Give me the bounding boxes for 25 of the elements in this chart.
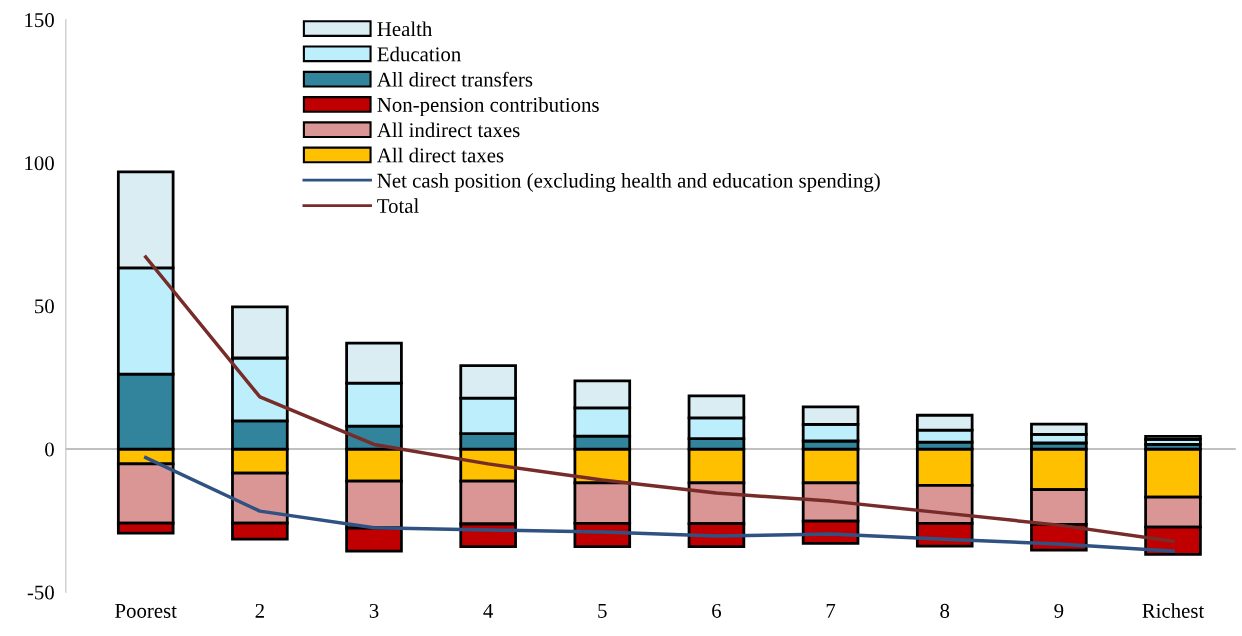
legend-label: Health — [377, 21, 433, 37]
y-tick-label: 50 — [35, 299, 54, 314]
x-tick-label: 7 — [826, 604, 836, 618]
legend-label: Non-pension contributions — [377, 97, 599, 117]
x-tick-label: 9 — [1054, 603, 1064, 618]
legend-label: Net cash position (excluding health and education spending) — [377, 173, 880, 192]
line-series — [143, 255, 1175, 543]
x-tick-label: 6 — [712, 603, 722, 618]
line-series — [143, 455, 1175, 553]
y-tick-label: 100 — [25, 156, 54, 171]
legend-label: All indirect taxes — [377, 122, 520, 138]
x-tick-label: 8 — [940, 603, 950, 618]
x-tick-label: 2 — [255, 603, 264, 618]
legend-label: Total — [377, 198, 419, 214]
y-tick-label: 150 — [25, 13, 54, 28]
x-tick-label: Poorest — [115, 604, 177, 618]
x-tick-label: 3 — [369, 603, 379, 618]
x-tick-label: 4 — [483, 603, 494, 618]
y-tick-label: -50 — [27, 585, 54, 600]
y-tick-label: 0 — [45, 442, 54, 457]
legend-label: All direct taxes — [377, 147, 504, 163]
legend-label: All direct transfers — [377, 71, 533, 87]
legend-label: Education — [377, 46, 461, 62]
x-tick-label: 5 — [598, 604, 607, 618]
x-tick-label: Richest — [1142, 603, 1205, 618]
